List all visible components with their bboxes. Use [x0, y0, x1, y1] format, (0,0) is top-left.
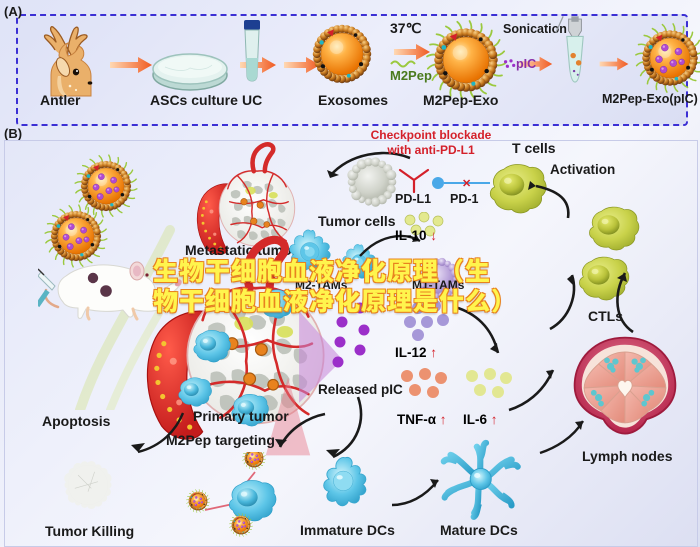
svg-text:✕: ✕ [462, 178, 471, 190]
